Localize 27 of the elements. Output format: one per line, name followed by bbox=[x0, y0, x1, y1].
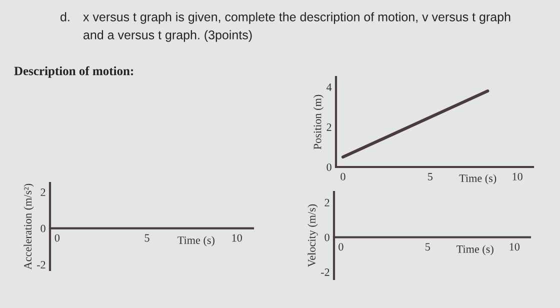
text: x versus t graph is given, complete the description of motion, v versus t graph bbox=[83, 12, 510, 24]
y-tick-label: 2 bbox=[324, 198, 330, 206]
y-tick-label: 0 bbox=[40, 224, 46, 232]
y-tick-label: 2 bbox=[326, 123, 332, 131]
text: d. bbox=[60, 12, 70, 22]
y-axis-title: Position (m) bbox=[313, 94, 324, 150]
x-tick-label: 5 bbox=[144, 234, 150, 242]
x-tick-label: 10 bbox=[232, 234, 242, 242]
x-axis-title: Time (s) bbox=[459, 174, 496, 184]
x-tick-label: 10 bbox=[512, 172, 522, 180]
x-tick-label: 0 bbox=[338, 243, 344, 251]
text: Description of motion: bbox=[14, 66, 134, 78]
x-axis-title: Time (s) bbox=[178, 236, 214, 246]
text: and a versus t graph. (3points) bbox=[84, 30, 252, 42]
x-tick-label: 0 bbox=[54, 234, 60, 242]
y-tick-label: 0 bbox=[326, 163, 332, 171]
x-tick-label: 5 bbox=[428, 172, 432, 180]
y-tick-label: 4 bbox=[326, 84, 332, 91]
y-axis-title: Acceleration (m/s²) bbox=[24, 184, 34, 270]
y-tick-label: -2 bbox=[36, 261, 46, 268]
x-tick-label: 0 bbox=[340, 172, 346, 180]
y-tick-label: 2 bbox=[40, 188, 46, 196]
y-tick-label: -2 bbox=[320, 268, 330, 276]
x-tick-label: 10 bbox=[510, 243, 520, 251]
x-tick-label: 5 bbox=[426, 243, 430, 251]
y-axis-title: Velocity (m/s) bbox=[308, 204, 318, 268]
x-axis-title: Time (s) bbox=[456, 245, 494, 256]
